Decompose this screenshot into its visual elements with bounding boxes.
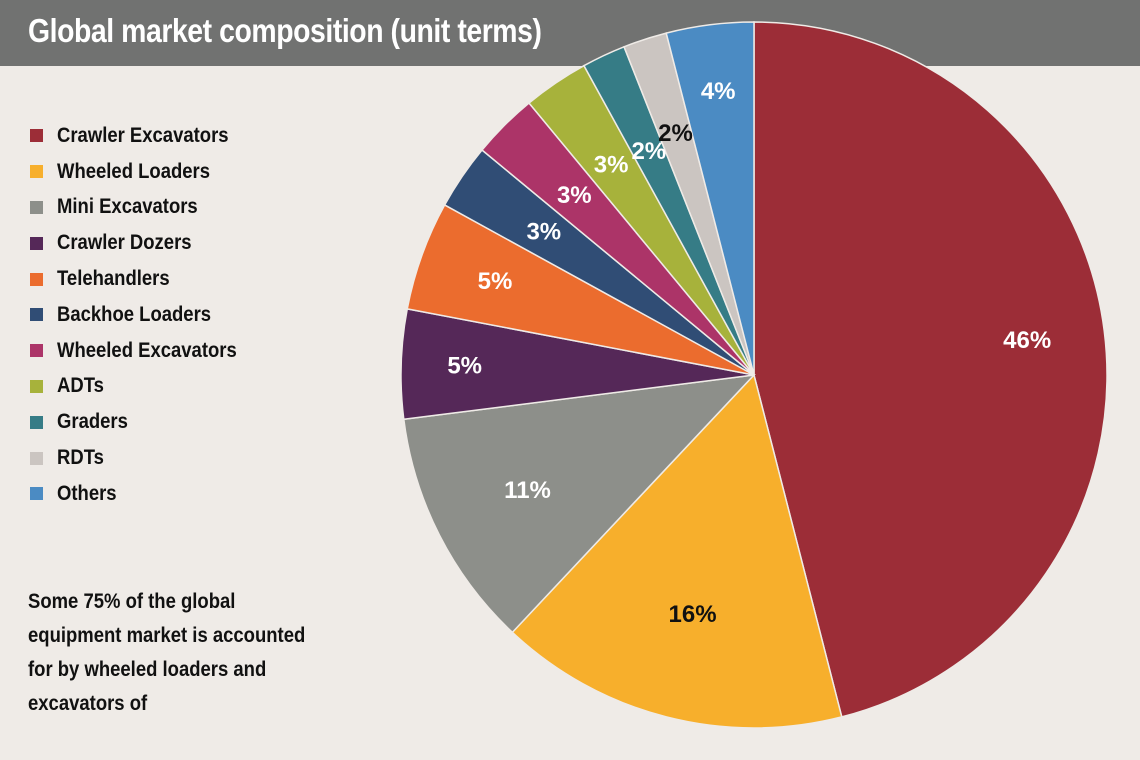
legend-swatch bbox=[30, 236, 43, 250]
pie-slice-crawler-excavators bbox=[753, 21, 1108, 718]
legend-swatch bbox=[30, 415, 43, 429]
legend-item-others: Others bbox=[30, 476, 261, 512]
slice-label-graders: 2% bbox=[631, 138, 666, 165]
legend-label: Crawler Excavators bbox=[57, 123, 229, 147]
legend-label: Wheeled Loaders bbox=[57, 159, 211, 183]
pie-slice-others bbox=[665, 21, 755, 376]
legend-item-wheeled-excavators: Wheeled Excavators bbox=[30, 333, 261, 369]
legend-swatch bbox=[30, 487, 43, 501]
slice-label-telehandlers: 5% bbox=[478, 268, 513, 295]
legend-label: Wheeled Excavators bbox=[57, 338, 237, 362]
legend-label: Graders bbox=[57, 410, 128, 434]
legend-swatch bbox=[30, 272, 43, 286]
slice-label-mini-excavators: 11% bbox=[504, 477, 551, 504]
legend-label: Mini Excavators bbox=[57, 195, 198, 219]
legend-label: ADTs bbox=[57, 374, 104, 398]
legend-swatch bbox=[30, 165, 43, 179]
title-bar bbox=[0, 0, 1140, 66]
legend-label: Backhoe Loaders bbox=[57, 302, 212, 326]
slice-label-adts: 3% bbox=[594, 151, 629, 178]
legend-swatch bbox=[30, 379, 43, 393]
legend-label: Telehandlers bbox=[57, 267, 170, 291]
legend-swatch bbox=[30, 129, 43, 143]
legend-swatch bbox=[30, 451, 43, 465]
legend-item-mini-excavators: Mini Excavators bbox=[30, 190, 261, 226]
slice-label-others: 4% bbox=[701, 78, 736, 105]
legend-item-telehandlers: Telehandlers bbox=[30, 261, 261, 297]
legend: Crawler Excavators Wheeled Loaders Mini Ex… bbox=[30, 118, 261, 512]
legend-item-backhoe-loaders: Backhoe Loaders bbox=[30, 297, 261, 333]
legend-swatch bbox=[30, 308, 43, 322]
slice-label-wheeled-excavators: 3% bbox=[557, 182, 592, 209]
slice-label-crawler-excavators: 46% bbox=[1003, 327, 1051, 354]
slice-label-rdts: 2% bbox=[658, 120, 693, 147]
slice-label-crawler-dozers: 5% bbox=[447, 352, 482, 379]
legend-item-graders: Graders bbox=[30, 404, 261, 440]
legend-swatch bbox=[30, 344, 43, 358]
legend-item-wheeled-loaders: Wheeled Loaders bbox=[30, 154, 261, 190]
legend-item-adts: ADTs bbox=[30, 369, 261, 405]
chart-note: Some 75% of the global equipment market … bbox=[28, 590, 306, 715]
legend-label: RDTs bbox=[57, 446, 104, 470]
legend-item-rdts: RDTs bbox=[30, 440, 261, 476]
legend-item-crawler-dozers: Crawler Dozers bbox=[30, 225, 261, 261]
slice-label-backhoe-loaders: 3% bbox=[526, 219, 561, 246]
pie-slice-mini-excavators bbox=[402, 373, 756, 634]
legend-label: Others bbox=[57, 481, 117, 505]
legend-item-crawler-excavators: Crawler Excavators bbox=[30, 118, 261, 154]
legend-swatch bbox=[30, 200, 43, 214]
pie-slice-wheeled-loaders bbox=[511, 373, 843, 729]
chart-title: Global market composition (unit terms) bbox=[28, 12, 542, 49]
slice-label-wheeled-loaders: 16% bbox=[669, 601, 717, 628]
legend-label: Crawler Dozers bbox=[57, 231, 192, 255]
